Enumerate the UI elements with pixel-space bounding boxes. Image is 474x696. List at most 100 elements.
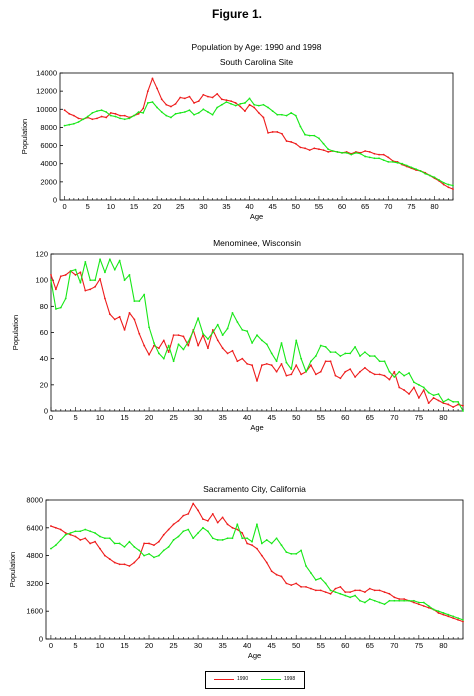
data-point-1998 bbox=[391, 161, 394, 163]
data-point-1990 bbox=[133, 561, 136, 564]
data-point-1990 bbox=[300, 373, 303, 376]
data-point-1998 bbox=[133, 114, 135, 117]
data-point-1998 bbox=[318, 137, 320, 140]
data-point-1998 bbox=[82, 118, 85, 121]
data-point-1990 bbox=[79, 271, 82, 274]
data-point-1998 bbox=[86, 115, 89, 118]
data-point-1990 bbox=[457, 403, 459, 406]
data-point-1990 bbox=[138, 556, 141, 559]
data-point-1990 bbox=[179, 96, 182, 99]
data-point-1998 bbox=[197, 532, 199, 534]
data-point-1998 bbox=[72, 122, 75, 125]
data-point-1990 bbox=[373, 589, 376, 592]
data-point-1990 bbox=[313, 147, 316, 150]
plot-frame bbox=[59, 72, 454, 201]
data-point-1990 bbox=[265, 561, 268, 564]
series-line-1998 bbox=[64, 97, 454, 187]
data-point-1990 bbox=[96, 117, 98, 120]
data-point-1998 bbox=[236, 523, 239, 526]
y-axis-label: Population bbox=[20, 119, 29, 154]
data-point-1990 bbox=[334, 587, 337, 590]
chart-title: Population by Age: 1990 and 1998 bbox=[192, 42, 322, 52]
x-tick-label: 65 bbox=[366, 413, 374, 422]
data-point-1998 bbox=[156, 106, 158, 109]
x-tick-label: 20 bbox=[145, 641, 153, 650]
data-point-1998 bbox=[146, 102, 149, 104]
x-tick-label: 70 bbox=[390, 641, 398, 650]
data-point-1998 bbox=[368, 355, 371, 357]
data-point-1998 bbox=[310, 572, 312, 574]
data-point-1990 bbox=[322, 149, 325, 152]
data-point-1998 bbox=[413, 381, 415, 384]
chart-1: Population by Age: 1990 and 1998 South Ca… bbox=[20, 42, 454, 221]
data-point-1990 bbox=[427, 606, 430, 609]
data-point-1998 bbox=[221, 334, 224, 337]
y-tick-label: 8000 bbox=[26, 496, 43, 505]
data-point-1998 bbox=[119, 117, 122, 120]
data-point-1990 bbox=[158, 347, 160, 350]
plot-frame bbox=[45, 499, 464, 640]
data-point-1998 bbox=[304, 133, 306, 136]
data-point-1998 bbox=[438, 179, 441, 181]
data-point-1998 bbox=[275, 360, 278, 363]
data-point-1990 bbox=[99, 547, 101, 550]
data-point-1998 bbox=[118, 259, 121, 262]
data-point-1990 bbox=[447, 615, 450, 618]
data-point-1990 bbox=[427, 402, 430, 405]
data-point-1998 bbox=[354, 345, 356, 348]
data-point-1990 bbox=[403, 598, 406, 600]
data-point-1990 bbox=[403, 389, 406, 391]
data-point-1998 bbox=[437, 610, 440, 613]
data-point-1998 bbox=[383, 603, 386, 606]
data-point-1990 bbox=[246, 542, 249, 545]
x-tick-label: 75 bbox=[415, 641, 423, 650]
data-point-1998 bbox=[55, 308, 57, 310]
data-point-1998 bbox=[94, 532, 96, 534]
x-tick-label: 15 bbox=[120, 413, 128, 422]
data-point-1998 bbox=[314, 355, 317, 357]
data-point-1998 bbox=[84, 528, 87, 531]
data-point-1990 bbox=[276, 131, 279, 133]
data-point-1998 bbox=[251, 342, 254, 344]
data-point-1990 bbox=[265, 363, 268, 365]
data-point-1990 bbox=[211, 328, 214, 331]
x-tick-label: 25 bbox=[176, 202, 184, 211]
data-point-1998 bbox=[378, 157, 380, 160]
x-tick-label: 65 bbox=[366, 641, 374, 650]
data-point-1990 bbox=[378, 373, 381, 376]
data-point-1990 bbox=[314, 373, 317, 376]
data-point-1998 bbox=[368, 598, 371, 600]
y-tick-label: 80 bbox=[40, 302, 48, 311]
data-point-1990 bbox=[354, 376, 356, 378]
data-point-1990 bbox=[118, 563, 121, 566]
data-point-1998 bbox=[160, 111, 163, 113]
y-tick-label: 6000 bbox=[40, 141, 57, 150]
data-point-1990 bbox=[188, 95, 191, 98]
data-point-1990 bbox=[373, 152, 376, 155]
data-point-1990 bbox=[280, 363, 283, 365]
data-point-1990 bbox=[63, 109, 66, 112]
data-point-1998 bbox=[50, 547, 52, 550]
data-point-1990 bbox=[294, 142, 297, 145]
data-point-1998 bbox=[84, 260, 87, 263]
data-point-1998 bbox=[148, 552, 150, 555]
data-point-1990 bbox=[383, 591, 386, 593]
data-point-1990 bbox=[368, 370, 371, 373]
data-point-1998 bbox=[280, 342, 283, 344]
data-point-1998 bbox=[405, 164, 408, 167]
data-point-1998 bbox=[401, 162, 404, 165]
data-point-1998 bbox=[280, 544, 283, 547]
x-tick-label: 75 bbox=[415, 413, 423, 422]
data-point-1998 bbox=[69, 270, 72, 272]
data-point-1990 bbox=[226, 352, 229, 355]
data-point-1998 bbox=[403, 599, 406, 602]
data-point-1998 bbox=[290, 112, 293, 114]
data-point-1990 bbox=[182, 335, 185, 338]
data-point-1990 bbox=[72, 114, 75, 117]
y-tick-label: 2000 bbox=[40, 177, 57, 186]
data-point-1990 bbox=[393, 370, 396, 373]
data-point-1990 bbox=[153, 544, 155, 547]
x-tick-label: 25 bbox=[169, 413, 177, 422]
x-tick-label: 0 bbox=[49, 641, 53, 650]
data-point-1990 bbox=[94, 285, 97, 288]
